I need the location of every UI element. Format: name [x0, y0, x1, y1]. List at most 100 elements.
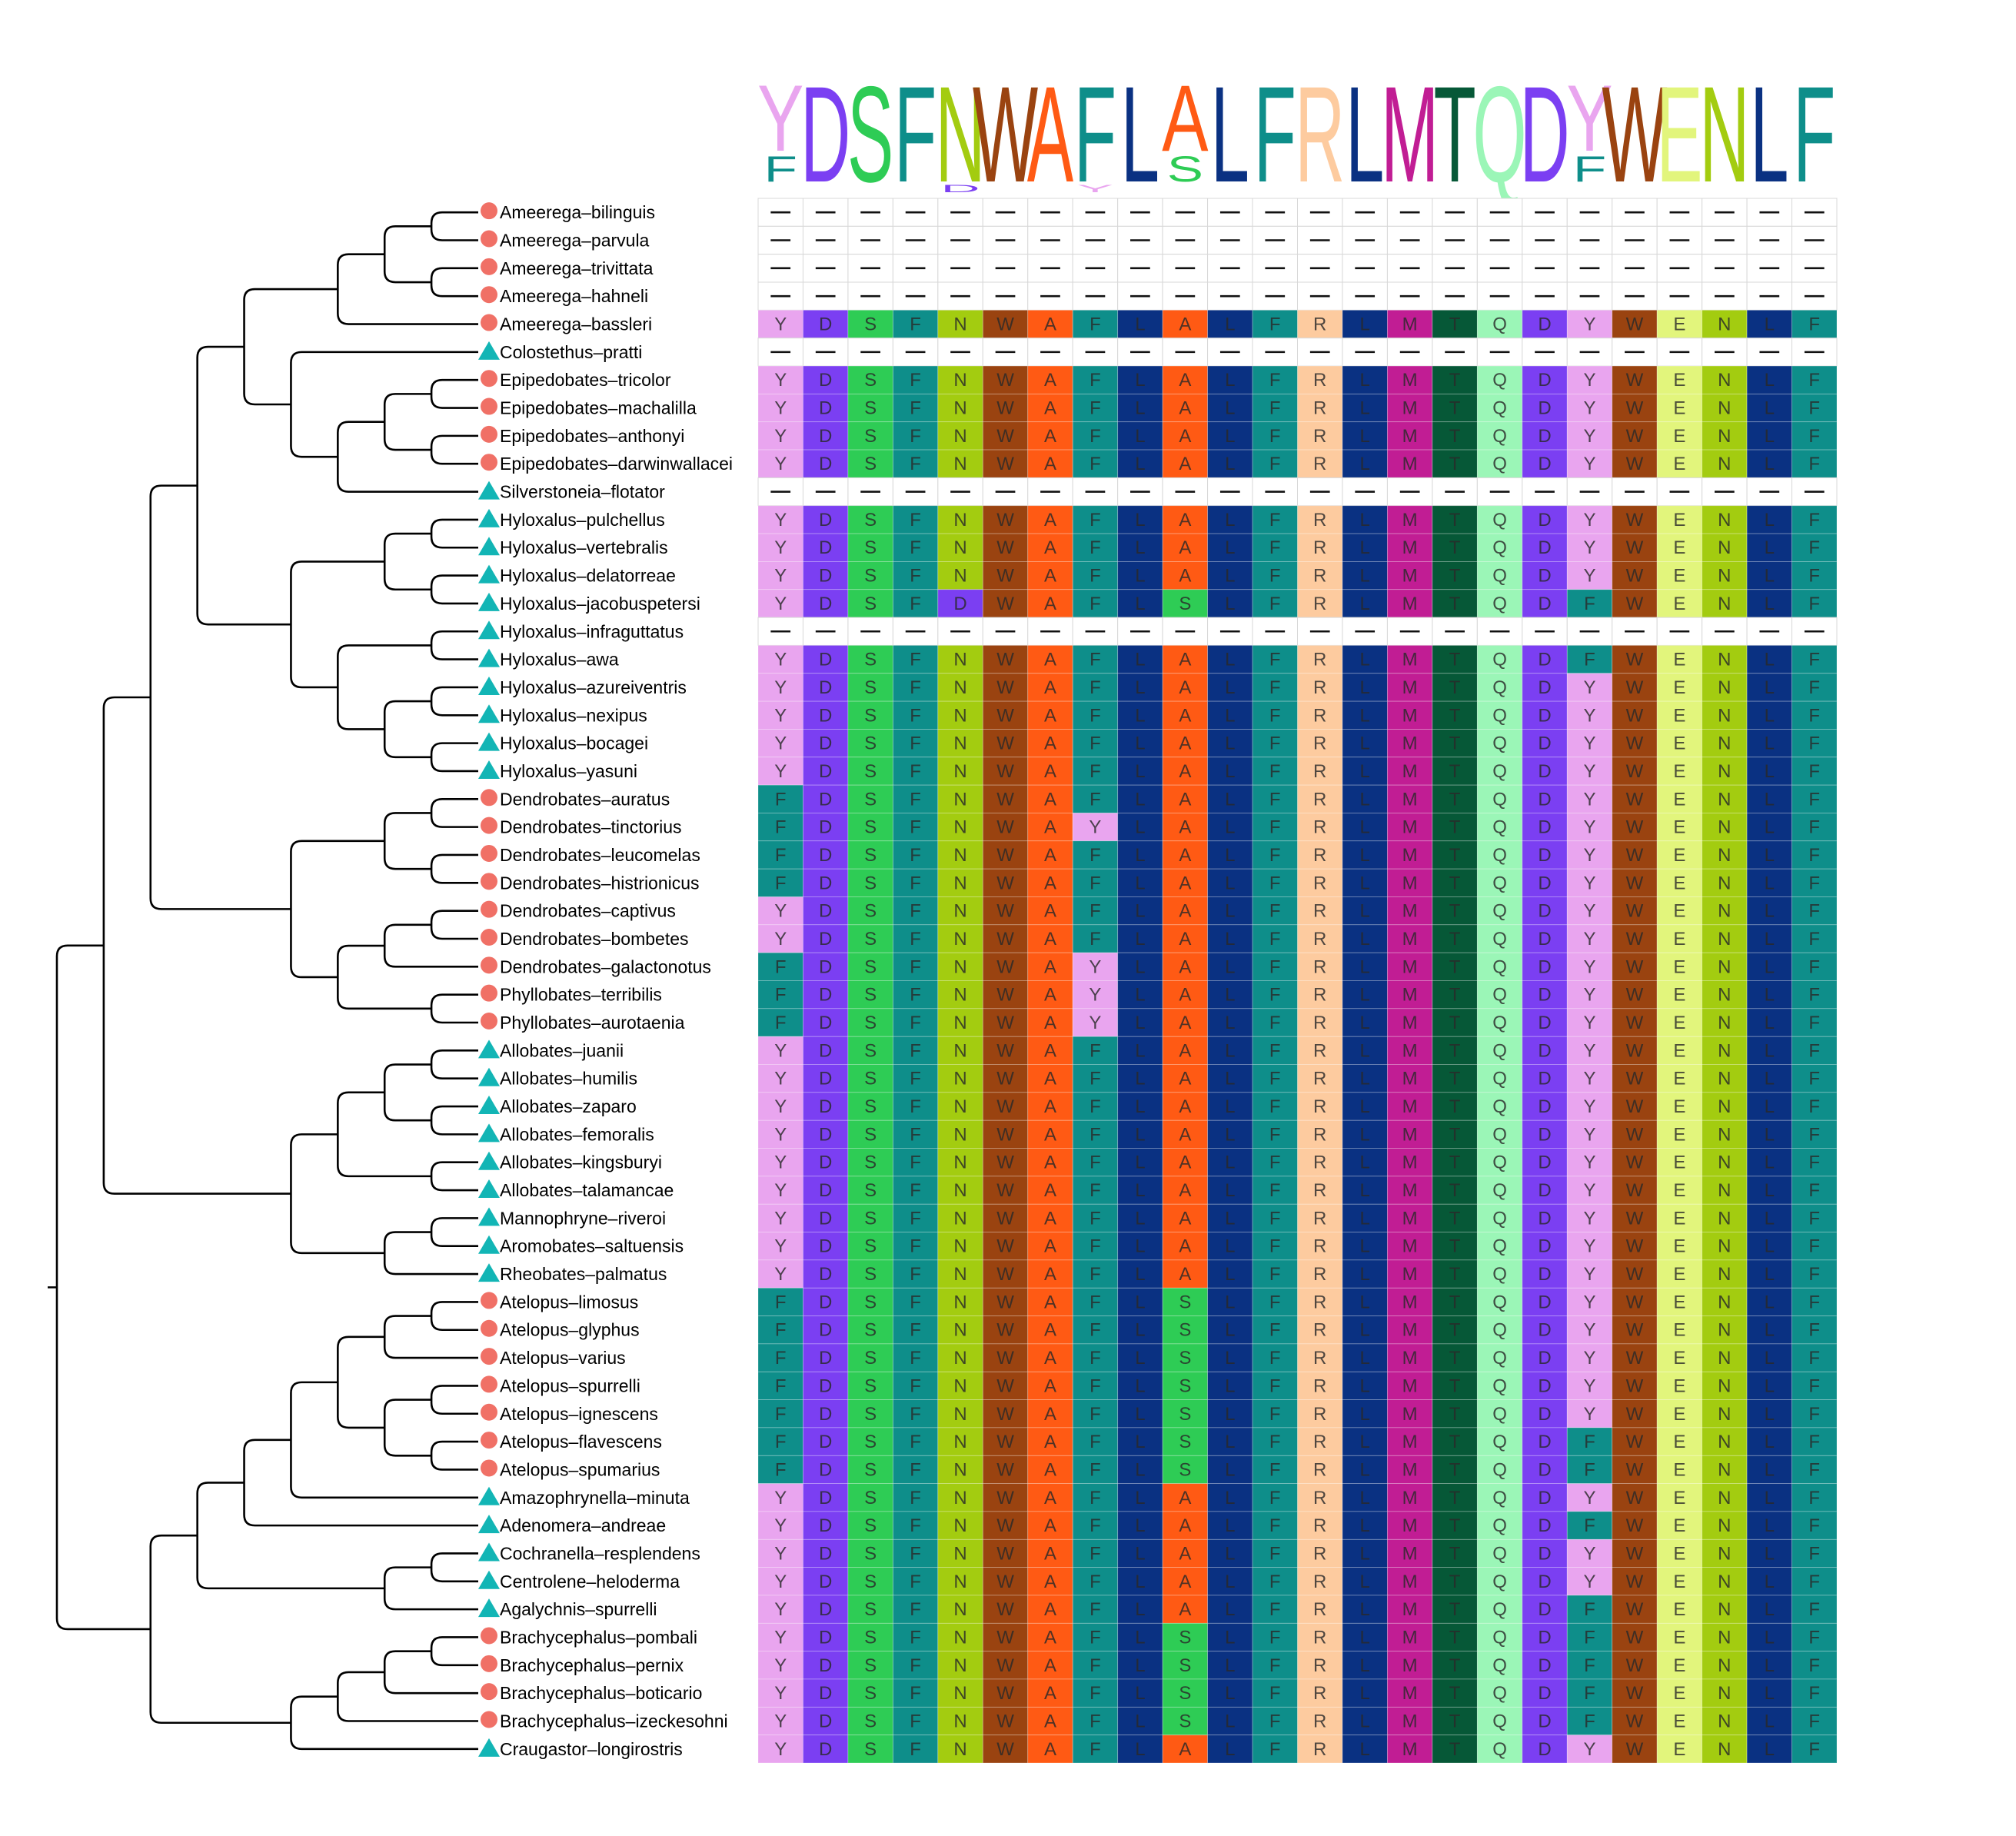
- alignment-cell: L: [1746, 700, 1792, 730]
- alignment-cell: F: [1252, 533, 1298, 562]
- alignment-cell: A: [1162, 1064, 1208, 1093]
- alignment-cell: D: [803, 813, 849, 842]
- svg-text:E: E: [1673, 705, 1685, 726]
- svg-text:A: A: [1044, 1739, 1056, 1760]
- logo-column: YF: [757, 66, 803, 190]
- svg-text:L: L: [1135, 510, 1145, 531]
- alignment-cell: L: [1342, 1259, 1388, 1289]
- svg-text:F: F: [775, 789, 787, 810]
- svg-text:D: D: [819, 1515, 832, 1536]
- alignment-cell: T: [1432, 365, 1478, 394]
- svg-text:N: N: [1718, 705, 1731, 726]
- svg-text:S: S: [864, 1599, 877, 1620]
- alignment-cell: R: [1297, 700, 1343, 730]
- alignment-cell: S: [1162, 1651, 1208, 1680]
- svg-text:Y: Y: [1583, 398, 1595, 419]
- alignment-cell: M: [1387, 729, 1433, 758]
- svg-text:Y: Y: [1583, 370, 1595, 391]
- alignment-cell: D: [803, 1092, 849, 1121]
- alignment-cell: L: [1117, 952, 1163, 981]
- svg-text:N: N: [1718, 510, 1731, 531]
- svg-text:F: F: [1090, 1711, 1101, 1731]
- alignment-cell: R: [1297, 1706, 1343, 1736]
- triangle-marker-icon: [478, 1096, 500, 1115]
- alignment-cell: L: [1746, 1232, 1792, 1261]
- alignment-cell: A: [1162, 700, 1208, 730]
- svg-text:L: L: [1360, 594, 1370, 614]
- svg-text:A: A: [1044, 1264, 1056, 1285]
- svg-text:R: R: [1313, 1572, 1326, 1592]
- alignment-cell: N: [1702, 673, 1748, 702]
- svg-text:Adenomera–andreae: Adenomera–andreae: [500, 1515, 666, 1535]
- alignment-cell: [1476, 198, 1523, 227]
- taxon-label: Epipedobates–tricolor: [481, 370, 671, 390]
- taxon-label: Dendrobates–leucomelas: [481, 844, 700, 865]
- alignment-cell: L: [1342, 1092, 1388, 1121]
- svg-text:T: T: [1449, 370, 1461, 391]
- alignment-cell: [937, 225, 983, 255]
- alignment-cell: L: [1746, 309, 1792, 339]
- alignment-cell: S: [847, 1651, 893, 1680]
- svg-text:L: L: [1135, 789, 1145, 810]
- alignment-cell: F: [1072, 924, 1119, 953]
- svg-text:R: R: [1313, 1069, 1326, 1089]
- svg-text:F: F: [1090, 1375, 1101, 1396]
- taxon-label: Atelopus–varius: [481, 1348, 626, 1368]
- alignment-cell: R: [1297, 533, 1343, 562]
- alignment-cell: W: [982, 1036, 1029, 1065]
- alignment-cell: D: [803, 1735, 849, 1764]
- alignment-cell: F: [1791, 1176, 1838, 1205]
- svg-text:E: E: [1673, 845, 1685, 866]
- alignment-cell: L: [1746, 1287, 1792, 1316]
- svg-text:S: S: [1179, 1292, 1191, 1312]
- circle-marker-icon: [481, 956, 497, 974]
- svg-text:D: D: [819, 929, 832, 950]
- svg-text:Y: Y: [1583, 901, 1595, 922]
- circle-marker-icon: [481, 314, 497, 331]
- alignment-cell: M: [1387, 673, 1433, 702]
- svg-text:D: D: [819, 1096, 832, 1117]
- alignment-cell: W: [982, 1651, 1029, 1680]
- alignment-cell: M: [1387, 421, 1433, 451]
- alignment-cell: S: [847, 1315, 893, 1345]
- alignment-cell: R: [1297, 1622, 1343, 1652]
- alignment-cell: F: [1252, 505, 1298, 534]
- svg-text:F: F: [1808, 510, 1820, 531]
- triangle-marker-icon: [478, 732, 500, 751]
- svg-text:F: F: [910, 510, 921, 531]
- svg-text:Q: Q: [1492, 537, 1507, 558]
- alignment-cell: F: [1252, 896, 1298, 926]
- svg-text:Q: Q: [1492, 1013, 1507, 1033]
- alignment-cell: [847, 225, 893, 255]
- svg-text:A: A: [1044, 817, 1056, 838]
- circle-marker-icon: [481, 789, 497, 807]
- svg-text:Y: Y: [1583, 1348, 1595, 1369]
- alignment-cell: F: [1252, 1399, 1298, 1429]
- alignment-cell: L: [1117, 924, 1163, 953]
- alignment-cell: N: [937, 1622, 983, 1652]
- svg-text:L: L: [1765, 1488, 1775, 1508]
- alignment-cell: W: [1612, 1595, 1658, 1624]
- alignment-cell: A: [1027, 393, 1073, 423]
- svg-text:L: L: [1135, 705, 1145, 726]
- alignment-cell: [1522, 198, 1568, 227]
- alignment-cell: F: [1791, 309, 1838, 339]
- alignment-cell: [982, 338, 1029, 367]
- alignment-cell: W: [1612, 589, 1658, 618]
- alignment-cell: A: [1162, 393, 1208, 423]
- svg-text:L: L: [1765, 1404, 1775, 1425]
- svg-text:Q: Q: [1492, 929, 1507, 950]
- svg-text:A: A: [1044, 1040, 1056, 1061]
- alignment-cell: [1612, 617, 1658, 646]
- alignment-cell: F: [892, 1595, 939, 1624]
- alignment-cell: [1162, 477, 1209, 507]
- alignment-cell: F: [1072, 561, 1119, 590]
- alignment-cell: L: [1342, 1036, 1388, 1065]
- alignment-cell: W: [982, 309, 1029, 339]
- alignment-cell: L: [1207, 421, 1253, 451]
- alignment-cell: F: [1791, 784, 1838, 813]
- alignment-cell: [1656, 617, 1703, 646]
- alignment-cell: [1702, 198, 1748, 227]
- svg-text:E: E: [1673, 1739, 1685, 1760]
- taxon-label: Epipedobates–darwinwallacei: [481, 454, 733, 474]
